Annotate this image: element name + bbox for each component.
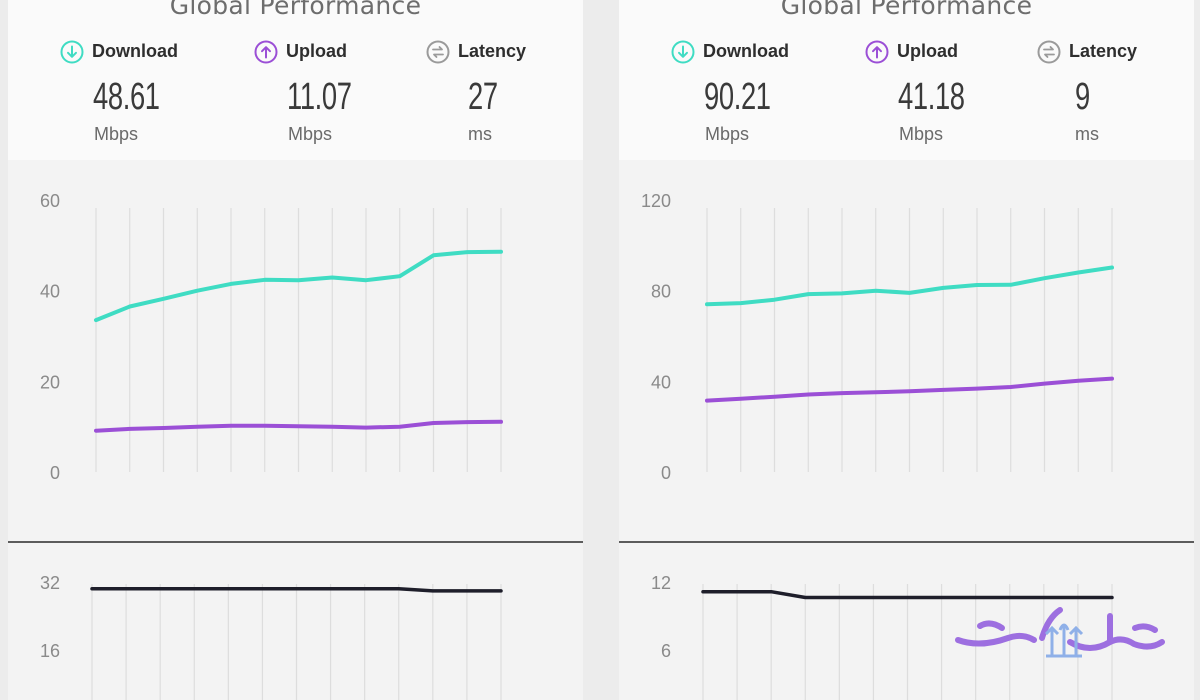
latency-series-line — [90, 587, 503, 593]
y-tick-label: 32 — [40, 573, 60, 593]
y-tick-label: 60 — [40, 191, 60, 211]
speed-and-latency-charts: 60 40 20 0 32 16 — [8, 191, 583, 700]
latency-chart: 32 16 — [40, 573, 503, 700]
watermark-logo — [955, 607, 1165, 658]
metric-value: 11.07 — [287, 76, 352, 118]
metric-label: Download — [92, 41, 178, 61]
y-tick-label: 16 — [40, 641, 60, 661]
speed-chart: 60 40 20 0 — [40, 191, 503, 483]
metric-label: Download — [703, 41, 789, 61]
download-series-line — [94, 249, 503, 323]
metric-label: Latency — [458, 41, 527, 61]
y-tick-label: 40 — [40, 282, 60, 302]
y-tick-label: 80 — [651, 282, 671, 302]
metric-latency: Latency 27 ms — [426, 38, 606, 158]
metric-upload: Upload 41.18 Mbps — [865, 38, 1045, 158]
upload-series-line — [705, 376, 1114, 403]
metric-unit: Mbps — [705, 124, 750, 144]
arrow-up-circle-icon — [254, 40, 278, 64]
y-tick-label: 0 — [50, 463, 60, 483]
metric-value: 90.21 — [704, 76, 771, 118]
arrow-down-circle-icon — [60, 40, 84, 64]
metric-label: Latency — [1069, 41, 1138, 61]
panel-header: Global Performance Download 90.21 Mbps U… — [619, 0, 1194, 160]
metric-unit: Mbps — [94, 124, 139, 144]
metric-value: 41.18 — [898, 76, 965, 118]
arrow-up-circle-icon — [865, 40, 889, 64]
metric-label: Upload — [897, 41, 958, 61]
metric-unit: ms — [1075, 124, 1099, 144]
y-tick-label: 120 — [641, 191, 671, 211]
metric-unit: Mbps — [899, 124, 944, 144]
arrow-down-circle-icon — [671, 40, 695, 64]
latency-series-line — [701, 589, 1114, 600]
metric-download: Download 48.61 Mbps — [60, 38, 240, 158]
y-tick-label: 20 — [40, 372, 60, 392]
metric-value: 27 — [468, 76, 498, 118]
y-tick-label: 12 — [651, 573, 671, 593]
metric-label: Upload — [286, 41, 347, 61]
metric-unit: ms — [468, 124, 492, 144]
metric-value: 9 — [1075, 76, 1090, 118]
performance-panel-left: Global Performance Download 48.61 Mbps U… — [8, 0, 583, 700]
performance-panel-right: Global Performance Download 90.21 Mbps U… — [619, 0, 1194, 700]
y-tick-label: 0 — [661, 463, 671, 483]
metric-unit: Mbps — [288, 124, 333, 144]
y-tick-label: 6 — [661, 641, 671, 661]
panel-header: Global Performance Download 48.61 Mbps U… — [8, 0, 583, 160]
metric-download: Download 90.21 Mbps — [671, 38, 851, 158]
download-series-line — [705, 265, 1114, 307]
metric-upload: Upload 11.07 Mbps — [254, 38, 434, 158]
metric-latency: Latency 9 ms — [1037, 38, 1200, 158]
panel-title: Global Performance — [780, 0, 1033, 20]
panel-title: Global Performance — [169, 0, 422, 20]
metric-value: 48.61 — [93, 76, 160, 118]
latency-circle-icon — [1037, 40, 1061, 64]
y-tick-label: 40 — [651, 372, 671, 392]
latency-circle-icon — [426, 40, 450, 64]
speed-and-latency-charts: 120 80 40 0 12 6 — [619, 191, 1194, 700]
upload-series-line — [94, 419, 503, 433]
speed-chart: 120 80 40 0 — [641, 191, 1114, 483]
